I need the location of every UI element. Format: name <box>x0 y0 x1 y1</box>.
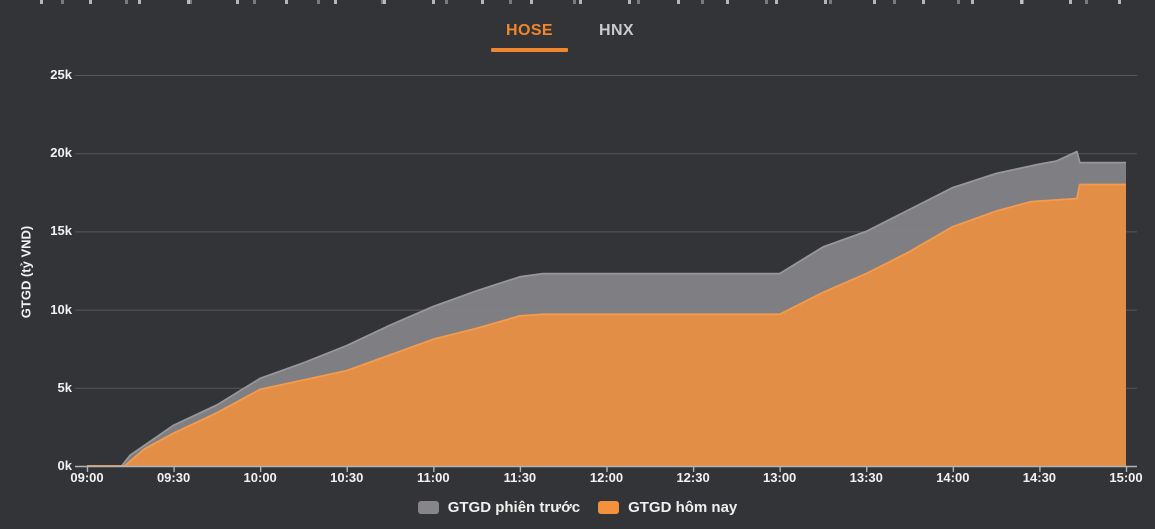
legend-item-prev-session[interactable]: GTGD phiên trước <box>417 499 581 516</box>
line-prev-session <box>87 150 1126 467</box>
y-tick-label-20k: 20k <box>50 145 72 161</box>
chart-legend: GTGD phiên trước GTGD hôm nay <box>0 499 1155 516</box>
x-tick-label-12:30: 12:30 <box>676 470 710 485</box>
y-tick-label-0k: 0k <box>57 458 72 473</box>
y-tick-label-5k: 5k <box>57 379 72 395</box>
tab-hnx-label: HNX <box>598 22 634 39</box>
exchange-tabs: HOSE HNX <box>491 19 649 52</box>
area-today <box>87 184 1126 466</box>
tab-hose[interactable]: HOSE <box>491 19 568 52</box>
legend-swatch-today <box>598 501 620 514</box>
legend-label: GTGD phiên trước <box>447 499 581 516</box>
y-tick-label-10k: 10k <box>50 301 72 317</box>
active-tab-underline <box>491 48 568 52</box>
x-tick-label-09:30: 09:30 <box>156 470 191 485</box>
x-tick-label-11:30: 11:30 <box>503 470 537 485</box>
x-tick-label-13:30: 13:30 <box>849 470 883 485</box>
clipped-text-row <box>40 0 1135 4</box>
x-tick-label-15:00: 15:00 <box>1109 470 1143 485</box>
y-tick-label-25k: 25k <box>50 67 72 82</box>
line-today <box>87 183 1126 467</box>
x-tick-label-10:30: 10:30 <box>330 470 364 485</box>
tab-hnx[interactable]: HNX <box>584 19 649 44</box>
legend-item-today[interactable]: GTGD hôm nay <box>598 499 737 516</box>
x-tick-label-14:30: 14:30 <box>1022 470 1057 485</box>
y-tick-label-15k: 15k <box>50 223 72 239</box>
legend-swatch-prev-session <box>417 501 439 514</box>
area-prev-session <box>87 151 1126 466</box>
x-tick-label-09:00: 09:00 <box>70 470 104 485</box>
x-tick-label-10:00: 10:00 <box>243 470 277 485</box>
x-tick-label-14:00: 14:00 <box>936 470 970 485</box>
x-tick-label-13:00: 13:00 <box>763 470 797 485</box>
tab-hose-label: HOSE <box>506 22 553 39</box>
legend-label: GTGD hôm nay <box>628 499 738 516</box>
x-tick-label-12:00: 12:00 <box>589 470 624 485</box>
x-tick-label-11:00: 11:00 <box>417 470 450 485</box>
